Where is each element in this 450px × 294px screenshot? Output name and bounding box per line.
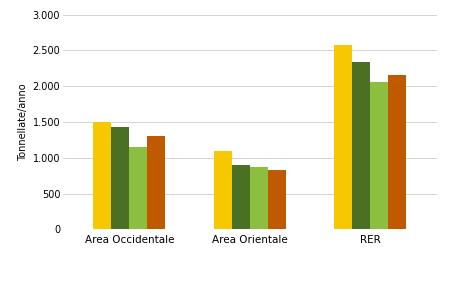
Bar [352,62,370,229]
Bar [214,151,232,229]
Bar [129,147,147,229]
Bar [388,75,406,229]
Bar [111,127,129,229]
Bar [334,46,352,229]
Bar [147,136,166,229]
Y-axis label: Tonnellate/anno: Tonnellate/anno [18,83,28,161]
Bar [250,167,268,229]
Bar [93,122,111,229]
Bar [268,170,286,229]
Bar [370,82,388,229]
Bar [232,165,250,229]
